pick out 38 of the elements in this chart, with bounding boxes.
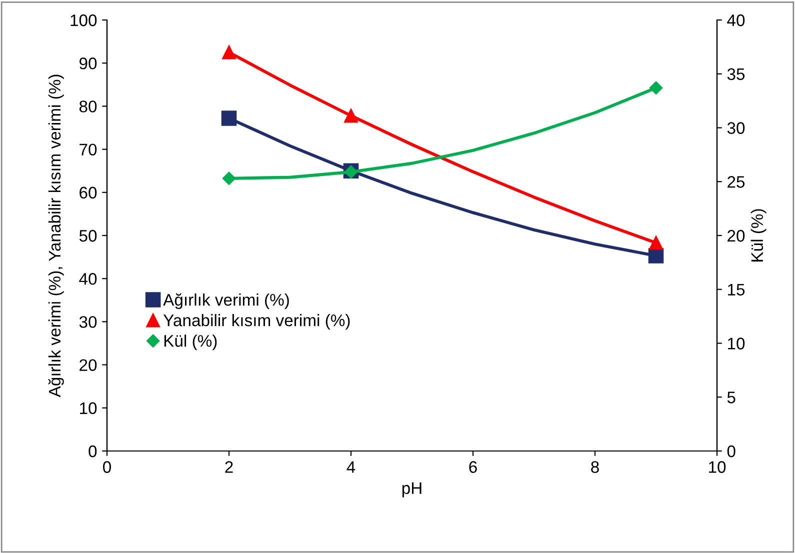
y-axis-title: Ağırlık verimi (%), Yanabilir kısım verimi (%) bbox=[48, 74, 64, 398]
y2-tick-label: 5 bbox=[727, 392, 736, 404]
y-tick-label: 60 bbox=[80, 186, 97, 199]
legend-label: Ağırlık verimi (%) bbox=[163, 293, 289, 310]
point bbox=[344, 108, 358, 123]
y2-tick-label: 20 bbox=[728, 230, 745, 242]
y2-tick-label: 40 bbox=[727, 14, 745, 26]
y2-tick-label: 0 bbox=[727, 445, 736, 458]
point bbox=[649, 81, 663, 94]
y2-tick-label: 10 bbox=[728, 338, 745, 350]
y-tick-label: 100 bbox=[70, 14, 97, 26]
y-tick-label: 70 bbox=[80, 144, 97, 156]
x-tick-label: 4 bbox=[346, 461, 356, 473]
y2-tick-label: 30 bbox=[727, 122, 745, 134]
y2-tick-label: 35 bbox=[727, 68, 745, 80]
x-axis-title: pH bbox=[402, 482, 422, 498]
x-tick-label: 2 bbox=[225, 461, 233, 473]
y2-axis-title: Kül (%) bbox=[750, 209, 766, 262]
y2-tick-label: 25 bbox=[728, 176, 745, 188]
y-tick-label: 30 bbox=[79, 316, 97, 328]
y2-tick-label: 15 bbox=[728, 284, 745, 296]
y-tick-label: 40 bbox=[79, 273, 97, 285]
y-tick-label: 10 bbox=[80, 402, 97, 414]
point bbox=[222, 172, 236, 185]
y-tick-label: 20 bbox=[80, 359, 97, 372]
x-tick-label: 10 bbox=[709, 461, 726, 473]
y-tick-label: 0 bbox=[88, 445, 97, 458]
legend-label: Kül (%) bbox=[164, 334, 217, 350]
y-tick-label: 80 bbox=[79, 100, 97, 112]
x-tick-label: 6 bbox=[469, 461, 477, 473]
legend-label: Yanabilir kısım verimi (%) bbox=[163, 314, 350, 330]
point bbox=[649, 236, 663, 250]
y-tick-label: 50 bbox=[79, 230, 97, 242]
y-tick-label: 90 bbox=[80, 58, 97, 70]
x-tick-label: 8 bbox=[591, 461, 599, 473]
x-tick-label: 0 bbox=[103, 461, 111, 473]
point bbox=[222, 45, 236, 60]
point bbox=[221, 110, 237, 126]
